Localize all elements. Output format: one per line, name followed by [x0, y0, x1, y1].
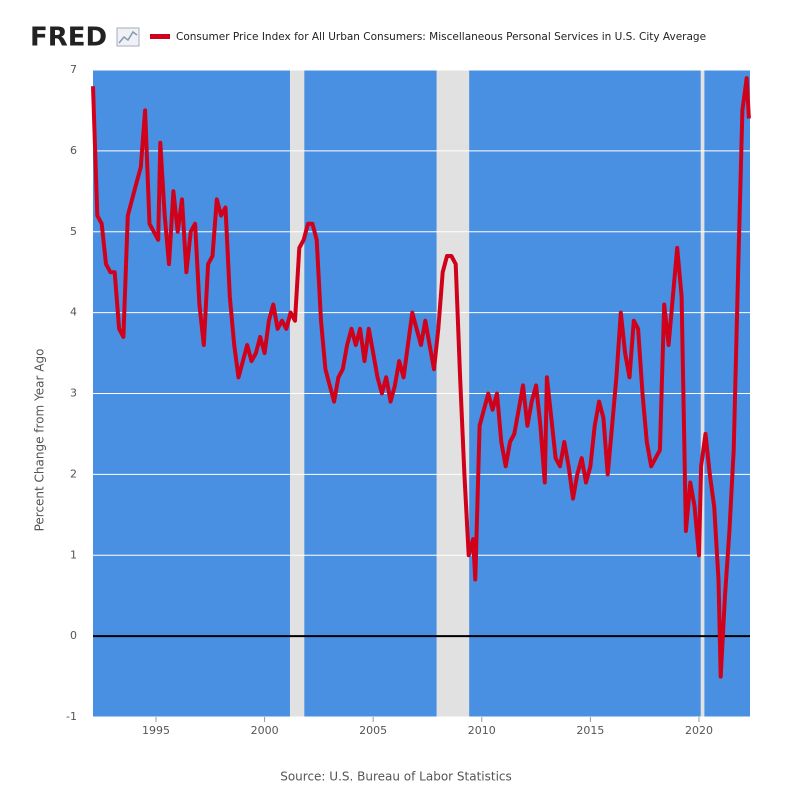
x-tick-label: 2015 — [576, 724, 604, 737]
y-tick-label: 1 — [70, 548, 77, 561]
y-tick-label: 4 — [70, 306, 77, 319]
data-line — [91, 76, 751, 679]
legend-swatch — [150, 34, 170, 39]
y-tick-label: 5 — [70, 225, 77, 238]
logo-icon — [116, 27, 140, 47]
x-tick-label: 2020 — [685, 724, 713, 737]
x-tick-label: 1995 — [142, 724, 170, 737]
y-tick-label: -1 — [66, 710, 77, 723]
y-tick-label: 0 — [70, 629, 77, 642]
source: Source: U.S. Bureau of Labor Statistics — [280, 770, 512, 784]
y-axis-label: Percent Change from Year Ago — [33, 349, 47, 532]
y-tick-label: 2 — [70, 467, 77, 480]
legend-label: Consumer Price Index for All Urban Consu… — [176, 31, 706, 43]
x-tick-label: 2010 — [468, 724, 496, 737]
y-tick-label: 7 — [70, 63, 77, 76]
x-tick-label: 2000 — [251, 724, 279, 737]
logo: FRED — [30, 23, 107, 53]
y-tick-label: 3 — [70, 387, 77, 400]
x-tick-label: 2005 — [359, 724, 387, 737]
y-tick-label: 6 — [70, 144, 77, 157]
